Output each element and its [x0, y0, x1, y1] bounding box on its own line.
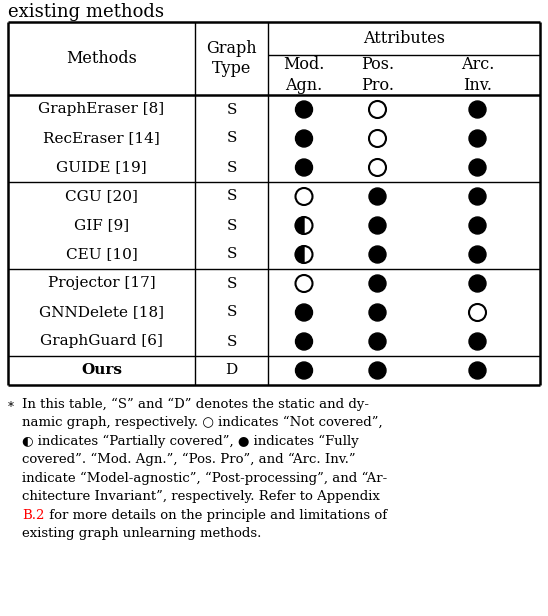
- Text: B.2: B.2: [22, 509, 44, 522]
- Wedge shape: [295, 246, 304, 263]
- Text: RecEraser [14]: RecEraser [14]: [43, 131, 160, 145]
- Circle shape: [369, 304, 386, 321]
- Circle shape: [295, 333, 312, 350]
- Text: S: S: [226, 306, 237, 320]
- Text: GIF [9]: GIF [9]: [74, 219, 129, 232]
- Circle shape: [469, 246, 486, 263]
- Text: Projector [17]: Projector [17]: [48, 277, 155, 291]
- Circle shape: [469, 130, 486, 147]
- Circle shape: [295, 188, 312, 205]
- Text: D: D: [225, 363, 238, 378]
- Text: S: S: [226, 334, 237, 349]
- Circle shape: [369, 246, 386, 263]
- Text: Mod.
Agn.: Mod. Agn.: [283, 56, 324, 94]
- Text: GUIDE [19]: GUIDE [19]: [56, 161, 147, 174]
- Circle shape: [295, 362, 312, 379]
- Text: S: S: [226, 277, 237, 291]
- Circle shape: [295, 130, 312, 147]
- Text: In this table, “S” and “D” denotes the static and dy-: In this table, “S” and “D” denotes the s…: [22, 398, 369, 411]
- Circle shape: [369, 101, 386, 118]
- Text: namic graph, respectively. ○ indicates “Not covered”,: namic graph, respectively. ○ indicates “…: [22, 416, 383, 429]
- Text: Attributes: Attributes: [363, 30, 445, 47]
- Circle shape: [295, 304, 312, 321]
- Text: Ours: Ours: [81, 363, 122, 378]
- Circle shape: [469, 101, 486, 118]
- Circle shape: [369, 130, 386, 147]
- Text: CEU [10]: CEU [10]: [66, 248, 138, 262]
- Text: Arc.
Inv.: Arc. Inv.: [461, 56, 494, 94]
- Circle shape: [469, 159, 486, 176]
- Text: chitecture Invariant”, respectively. Refer to Appendix: chitecture Invariant”, respectively. Ref…: [22, 490, 380, 503]
- Circle shape: [469, 188, 486, 205]
- Text: ◐ indicates “Partially covered”, ● indicates “Fully: ◐ indicates “Partially covered”, ● indic…: [22, 435, 359, 448]
- Text: S: S: [226, 131, 237, 145]
- Circle shape: [369, 333, 386, 350]
- Circle shape: [369, 188, 386, 205]
- Text: *: *: [8, 402, 14, 415]
- Text: S: S: [226, 190, 237, 203]
- Text: Graph
Type: Graph Type: [206, 39, 257, 78]
- Text: covered”. “Mod. Agn.”, “Pos. Pro”, and “Arc. Inv.”: covered”. “Mod. Agn.”, “Pos. Pro”, and “…: [22, 453, 356, 466]
- Circle shape: [469, 333, 486, 350]
- Circle shape: [469, 304, 486, 321]
- Circle shape: [369, 275, 386, 292]
- Text: S: S: [226, 219, 237, 232]
- Text: GraphEraser [8]: GraphEraser [8]: [38, 102, 164, 116]
- Text: for more details on the principle and limitations of: for more details on the principle and li…: [45, 509, 387, 522]
- Circle shape: [369, 159, 386, 176]
- Text: GNNDelete [18]: GNNDelete [18]: [39, 306, 164, 320]
- Circle shape: [295, 217, 312, 234]
- Circle shape: [295, 275, 312, 292]
- Text: existing methods: existing methods: [8, 3, 164, 21]
- Circle shape: [369, 217, 386, 234]
- Text: indicate “Model-agnostic”, “Post-processing”, and “Ar-: indicate “Model-agnostic”, “Post-process…: [22, 472, 387, 485]
- Wedge shape: [295, 217, 304, 234]
- Text: CGU [20]: CGU [20]: [65, 190, 138, 203]
- Text: GraphGuard [6]: GraphGuard [6]: [40, 334, 163, 349]
- Circle shape: [469, 217, 486, 234]
- Circle shape: [295, 246, 312, 263]
- Text: S: S: [226, 248, 237, 262]
- Circle shape: [369, 362, 386, 379]
- Circle shape: [295, 101, 312, 118]
- Text: Pos.
Pro.: Pos. Pro.: [361, 56, 394, 94]
- Circle shape: [295, 159, 312, 176]
- Circle shape: [469, 275, 486, 292]
- Text: Methods: Methods: [66, 50, 137, 67]
- Text: S: S: [226, 102, 237, 116]
- Text: existing graph unlearning methods.: existing graph unlearning methods.: [22, 527, 261, 540]
- Circle shape: [469, 362, 486, 379]
- Text: S: S: [226, 161, 237, 174]
